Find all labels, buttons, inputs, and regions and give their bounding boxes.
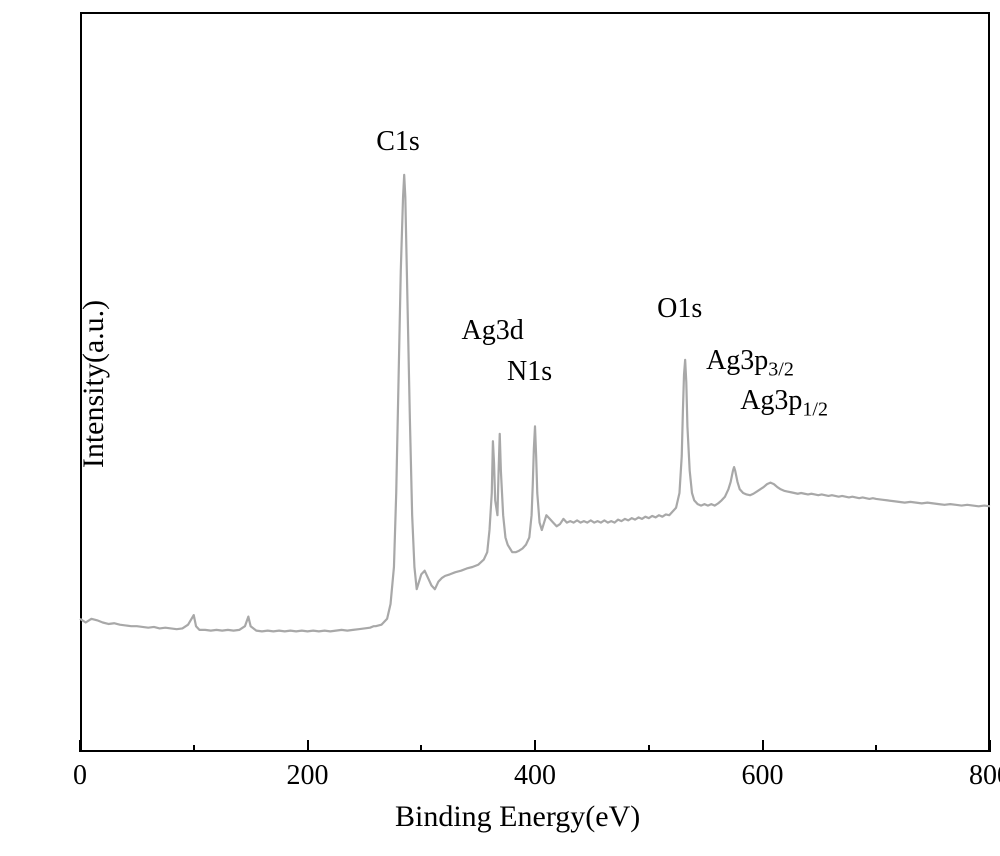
x-axis-label: Binding Energy(eV)	[395, 800, 640, 834]
peak-label: O1s	[657, 293, 702, 325]
x-tick-major	[989, 740, 991, 752]
x-tick-label: 0	[73, 760, 87, 792]
x-tick-minor	[648, 745, 650, 752]
x-tick-major	[534, 740, 536, 752]
x-tick-label: 800	[969, 760, 1000, 792]
peak-label: C1s	[376, 126, 420, 158]
x-tick-minor	[875, 745, 877, 752]
x-tick-label: 400	[514, 760, 556, 792]
spectrum-line	[0, 0, 1000, 856]
x-tick-minor	[193, 745, 195, 752]
peak-label: Ag3p3/2	[706, 345, 794, 382]
peak-label: Ag3d	[462, 315, 524, 347]
x-tick-minor	[420, 745, 422, 752]
x-tick-major	[79, 740, 81, 752]
xps-spectrum-chart: Intensity(a.u.) Binding Energy(eV) 0 200 4…	[0, 0, 1000, 856]
x-tick-major	[762, 740, 764, 752]
peak-label: Ag3p1/2	[740, 385, 828, 422]
peak-label: N1s	[507, 356, 552, 388]
x-tick-label: 600	[742, 760, 784, 792]
y-axis-label: Intensity(a.u.)	[77, 300, 111, 468]
x-tick-major	[307, 740, 309, 752]
x-tick-label: 200	[287, 760, 329, 792]
